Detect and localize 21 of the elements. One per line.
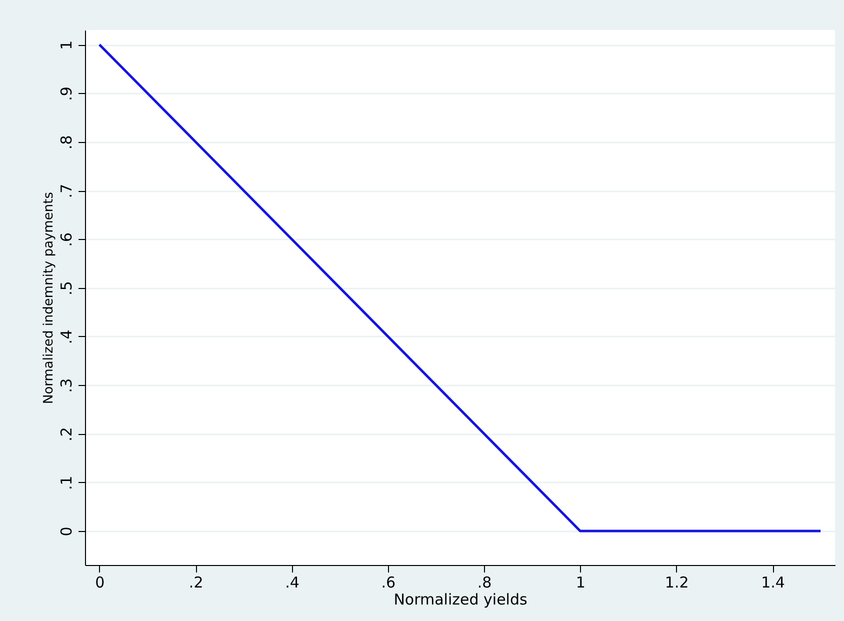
y-tick-label: .2 [58, 427, 76, 442]
y-tick-label: .8 [58, 135, 76, 150]
y-tick-label: .3 [58, 378, 76, 393]
x-tick-label: .8 [477, 574, 492, 592]
x-tick-label: 0 [95, 574, 105, 592]
x-tick-label: .2 [188, 574, 204, 592]
y-tick-label: .6 [58, 232, 76, 247]
y-tick-label: 0 [58, 526, 76, 536]
y-axis-title: Normalized indemnity payments [42, 192, 56, 404]
y-tick-label: .5 [58, 281, 76, 296]
y-tick-label: 1 [58, 40, 76, 50]
x-axis-title: Normalized yields [394, 590, 528, 608]
y-tick-label: .7 [58, 184, 76, 198]
x-tick-label: 1.2 [664, 574, 689, 592]
x-tick-label: .4 [285, 574, 300, 592]
y-tick-label: .1 [58, 476, 76, 490]
y-tick-label: .4 [58, 330, 76, 344]
x-tick-label: 1.4 [761, 574, 785, 592]
x-tick-label: .6 [381, 574, 396, 592]
x-tick-label: 1 [576, 574, 586, 592]
y-tick-label: .9 [58, 86, 76, 101]
